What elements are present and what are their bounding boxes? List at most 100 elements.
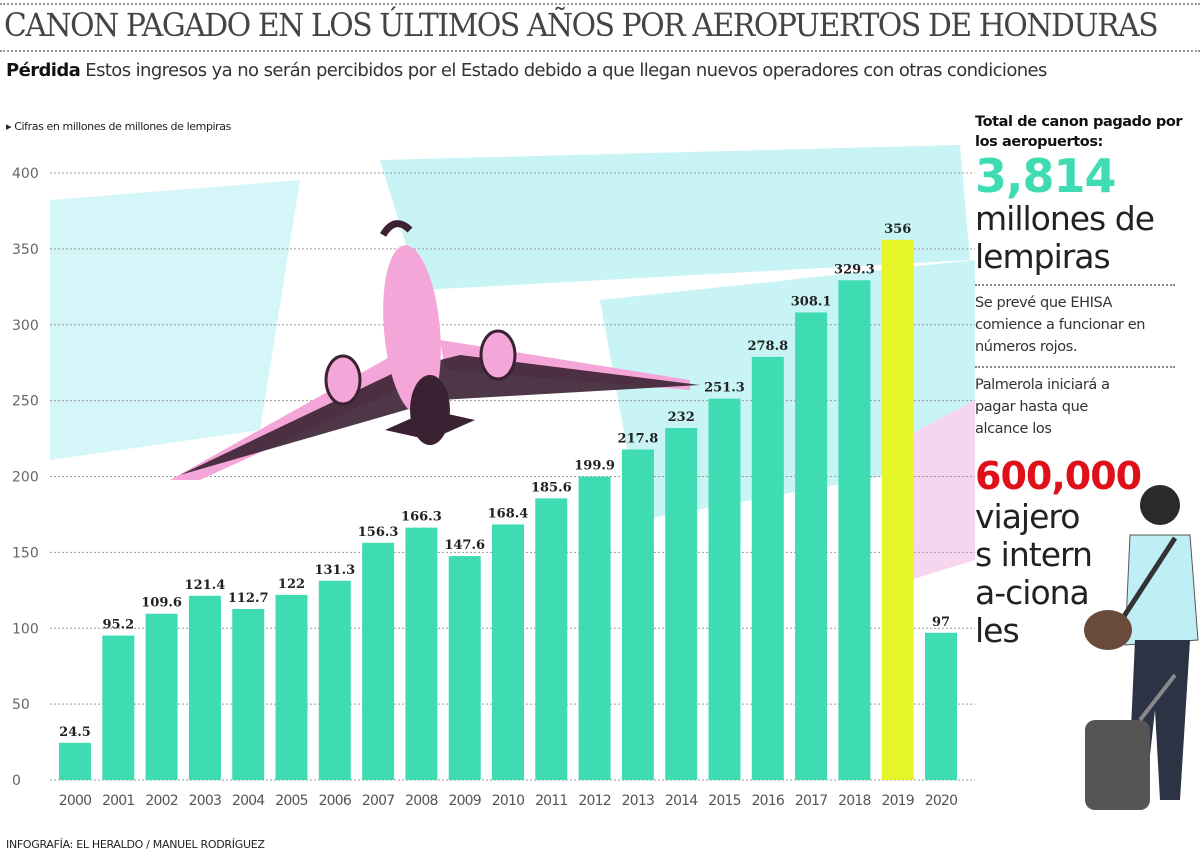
x-tick-label: 2018 — [838, 793, 870, 809]
data-label-2012: 199.9 — [574, 459, 615, 474]
bar-2006 — [318, 580, 351, 780]
bar-2004 — [232, 608, 265, 780]
x-tick-label: 2005 — [275, 793, 307, 809]
bar-2009 — [448, 556, 481, 780]
x-tick-label: 2020 — [925, 793, 957, 809]
y-tick-label: 150 — [12, 545, 39, 561]
data-label-2015: 251.3 — [704, 381, 745, 396]
bar-2011 — [535, 498, 568, 780]
data-label-2002: 109.6 — [141, 596, 182, 611]
suitcase — [1085, 720, 1150, 810]
x-tick-label: 2019 — [881, 793, 913, 809]
bg-shape — [900, 400, 975, 580]
data-label-2013: 217.8 — [618, 431, 659, 446]
divider — [975, 366, 1175, 368]
y-tick-label: 0 — [12, 773, 21, 789]
bar-2013 — [621, 449, 654, 780]
bar-2007 — [362, 542, 395, 780]
subtitle-bold: Pérdida — [6, 60, 81, 81]
bar-2008 — [405, 527, 438, 780]
summary-panel: Total de canon pagado por los aeropuerto… — [975, 112, 1200, 650]
data-label-2005: 122 — [278, 577, 305, 592]
shoulder-bag — [1084, 610, 1132, 650]
y-tick-label: 300 — [12, 318, 39, 334]
data-label-2014: 232 — [668, 410, 695, 425]
x-tick-label: 2003 — [189, 793, 221, 809]
data-label-2007: 156.3 — [358, 525, 399, 540]
plane-engine-right — [479, 329, 517, 381]
y-tick-label: 400 — [12, 166, 39, 182]
data-label-2000: 24.5 — [59, 725, 91, 740]
bar-2015 — [708, 398, 741, 780]
total-value: 3,814 — [975, 149, 1117, 203]
y-tick-label: 100 — [12, 621, 39, 637]
bar-2014 — [665, 427, 698, 780]
data-label-2003: 121.4 — [185, 578, 226, 593]
divider — [975, 284, 1175, 286]
x-tick-label: 2002 — [145, 793, 177, 809]
data-label-2016: 278.8 — [747, 339, 788, 354]
plane-nose — [379, 220, 413, 237]
data-label-2001: 95.2 — [102, 618, 134, 633]
bar-2005 — [275, 594, 308, 780]
data-label-2006: 131.3 — [314, 563, 355, 578]
top-rule — [0, 3, 1200, 5]
plane-engine-left — [324, 354, 362, 406]
plane-left-wing — [170, 340, 440, 480]
bg-shape — [50, 180, 300, 460]
bag-strap — [1112, 536, 1178, 632]
plane-stabilizer — [385, 410, 475, 440]
unit-note: ▸ Cifras en millones de millones de lemp… — [6, 120, 231, 133]
x-tick-label: 2011 — [535, 793, 567, 809]
x-tick-label: 2004 — [232, 793, 265, 809]
data-label-2009: 147.6 — [444, 538, 485, 553]
bg-shape — [380, 145, 970, 290]
plane-wing-underside — [180, 355, 700, 475]
y-tick-label: 200 — [12, 470, 39, 486]
credit: INFOGRAFÍA: EL HERALDO / MANUEL RODRÍGUE… — [6, 838, 265, 851]
note-ehisa: Se prevé que EHISA comience a funcionar … — [975, 295, 1146, 355]
note-palmerola: Palmerola iniciará a pagar hasta que alc… — [975, 377, 1110, 437]
plane-fuselage — [383, 245, 441, 415]
data-label-2019: 356 — [884, 222, 911, 237]
suitcase-handle — [1138, 673, 1177, 722]
travelers-value: 600,000 — [975, 454, 1142, 498]
total-unit: millones de lempiras — [975, 199, 1155, 276]
data-label-2018: 329.3 — [834, 262, 875, 277]
data-label-2010: 168.4 — [488, 506, 529, 521]
x-tick-label: 2015 — [708, 793, 740, 809]
x-tick-label: 2016 — [752, 793, 785, 809]
y-tick-label: 250 — [12, 394, 39, 410]
bar-2000 — [59, 742, 91, 780]
data-label-2011: 185.6 — [531, 480, 572, 495]
x-tick-label: 2008 — [405, 793, 437, 809]
data-label-2017: 308.1 — [791, 294, 832, 309]
subtitle-text: Estos ingresos ya no serán percibidos po… — [85, 60, 1047, 81]
subtitle: Pérdida Estos ingresos ya no serán perci… — [6, 60, 1047, 81]
x-tick-label: 2000 — [59, 793, 91, 809]
bar-2003 — [188, 595, 221, 780]
bar-2010 — [492, 524, 524, 780]
bar-2018 — [838, 280, 871, 780]
x-tick-label: 2006 — [319, 793, 352, 809]
x-tick-label: 2010 — [492, 793, 524, 809]
travelers-text: viajeros interna-cionales — [975, 497, 1093, 650]
x-tick-label: 2012 — [578, 793, 610, 809]
bar-2017 — [795, 312, 828, 780]
x-tick-label: 2009 — [448, 793, 480, 809]
traveler-shirt — [1124, 534, 1199, 646]
title-rule — [0, 50, 1200, 52]
page-title: CANON PAGADO EN LOS ÚLTIMOS AÑOS POR AER… — [4, 6, 1159, 44]
traveler-illustration — [1084, 485, 1199, 810]
data-label-2004: 112.7 — [228, 591, 269, 606]
x-tick-label: 2017 — [795, 793, 827, 809]
bar-2016 — [751, 356, 784, 780]
y-tick-label: 50 — [12, 697, 30, 713]
bar-2001 — [102, 635, 135, 780]
traveler-head — [1140, 485, 1180, 525]
bar-2002 — [145, 613, 178, 780]
airplane-illustration — [170, 220, 700, 480]
bar-2019 — [881, 239, 914, 780]
